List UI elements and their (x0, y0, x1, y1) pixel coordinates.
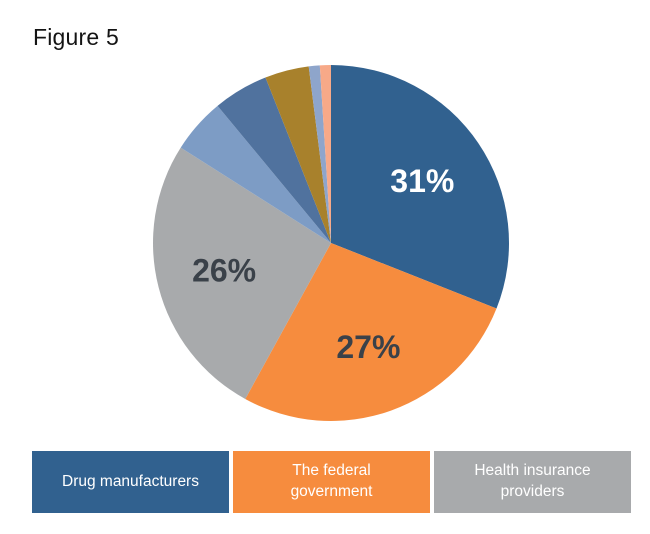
legend-item-health-insurance-providers: Health insurance providers (434, 451, 631, 513)
slice-label: 31% (390, 163, 454, 199)
legend-label: Drug manufacturers (62, 472, 199, 490)
legend-label: Health insurance providers (474, 462, 591, 500)
legend-item-drug-manufacturers: Drug manufacturers (32, 451, 229, 513)
pie-slice (265, 66, 331, 244)
slice-label: 27% (336, 329, 400, 365)
pie-slice (331, 65, 510, 309)
legend: Drug manufacturers The federal governmen… (32, 451, 631, 513)
pie-slice (217, 77, 331, 243)
legend-label: The federal government (290, 462, 373, 500)
pie-slice (319, 65, 331, 243)
figure-title: Figure 5 (33, 24, 119, 50)
slice-label: 26% (192, 252, 256, 288)
pie-slice (308, 65, 331, 243)
pie-slice (153, 147, 331, 399)
pie-slice (245, 243, 497, 421)
pie-slice (180, 105, 331, 243)
legend-item-federal-government: The federal government (233, 451, 430, 513)
